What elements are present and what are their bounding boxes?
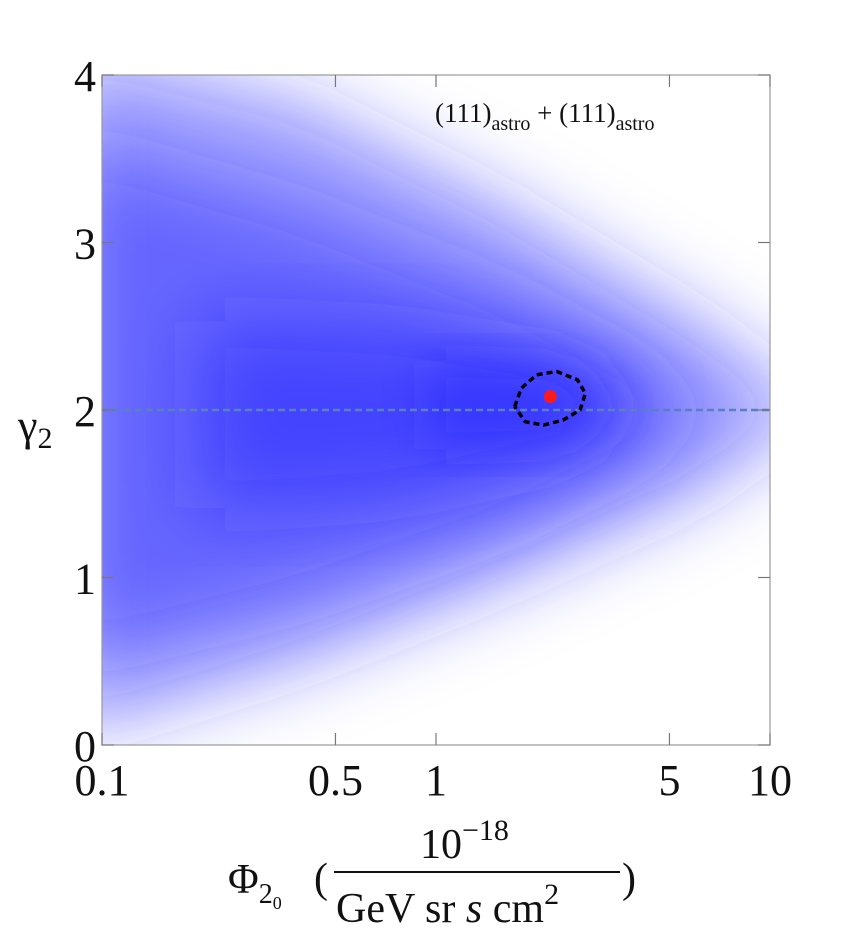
y-tick-label: 3: [74, 220, 96, 269]
x-label-denominator: GeV sr s cm2: [336, 878, 559, 932]
y-tick-label: 1: [74, 555, 96, 604]
x-tick-label: 0.1: [75, 756, 130, 805]
x-label-numerator: 10−18: [420, 814, 509, 868]
annotation: (111)astro + (111)astro: [435, 98, 654, 135]
x-tick-label: 1: [425, 756, 447, 805]
x-label-den-italic: s: [466, 886, 482, 932]
plot-marks: [102, 369, 770, 427]
x-tick-label: 5: [658, 756, 680, 805]
density-layer: [430, 360, 620, 450]
x-label-den-exp: 2: [544, 878, 559, 911]
x-label-sub: 2: [259, 879, 273, 910]
x-label-close: ): [622, 856, 636, 902]
annotation-sub: astro: [616, 113, 655, 135]
contour: [513, 369, 588, 427]
x-label-symbol: Φ20: [228, 857, 282, 913]
x-label-den: GeV sr: [336, 886, 466, 932]
annotation-sub: astro: [491, 113, 530, 135]
x-tick-label: 0.5: [308, 756, 363, 805]
y-label-symbol: γ: [17, 401, 37, 450]
y-tick-label: 0: [74, 722, 96, 771]
x-label-den-tail: cm: [482, 886, 544, 932]
annotation-part: (111): [435, 98, 491, 128]
x-label-num-exp: −18: [462, 814, 509, 847]
best-fit-point: [543, 390, 557, 404]
x-label-num-base: 10: [420, 822, 462, 868]
y-label: γ2: [17, 401, 52, 455]
x-label: Φ20 ( 10−18 GeV sr s cm2 ): [228, 814, 636, 932]
x-label-open: (: [314, 856, 328, 902]
y-tick-label: 2: [74, 387, 96, 436]
y-tick-label: 4: [74, 52, 96, 101]
x-label-subsub: 0: [273, 893, 282, 913]
y-label-sub: 2: [37, 422, 52, 455]
density-map: [102, 75, 770, 727]
x-label-phi: Φ: [228, 857, 259, 903]
x-tick-label: 10: [748, 756, 792, 805]
annotation-part: + (111): [530, 98, 615, 128]
